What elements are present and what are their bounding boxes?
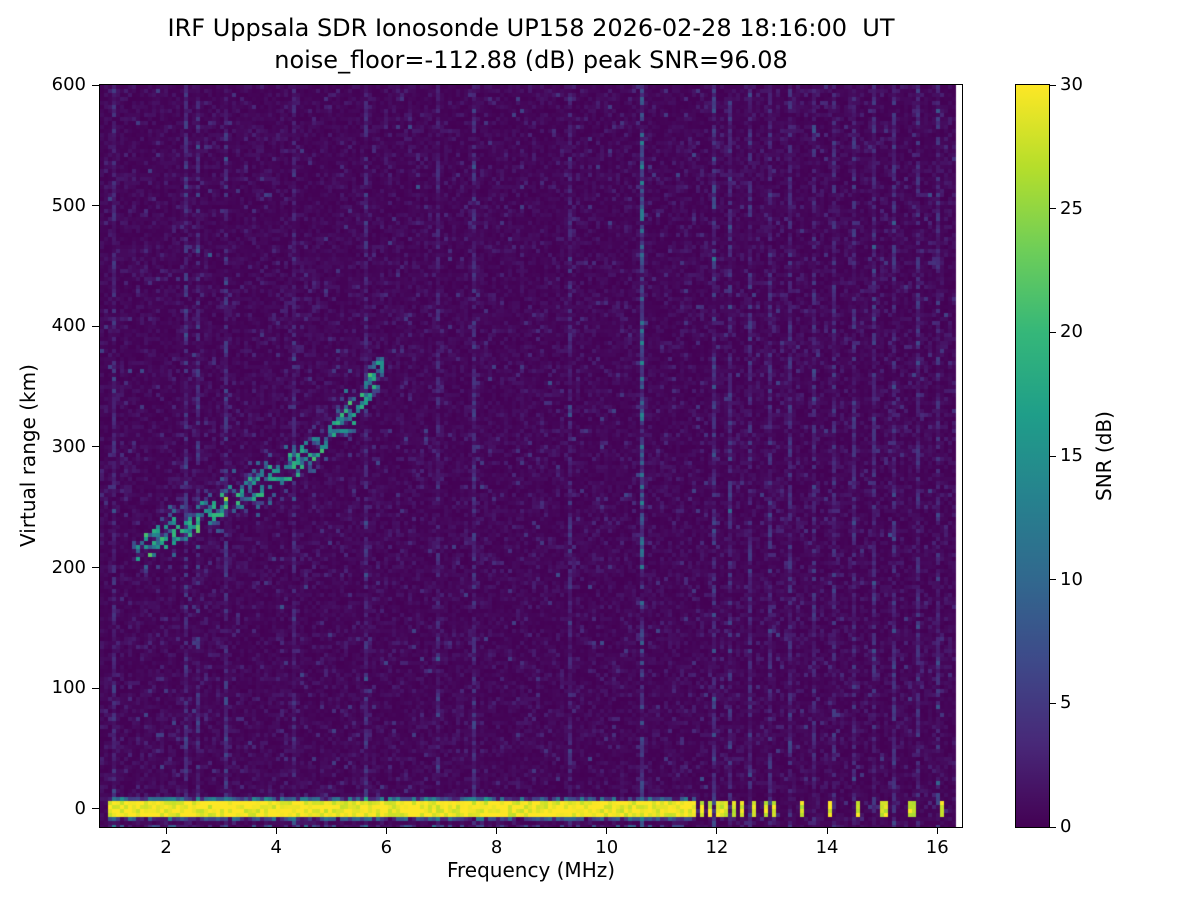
y-tick-mark [92,325,99,327]
colorbar-tick-mark [1050,455,1056,457]
colorbar-tick-mark [1050,331,1056,333]
x-tick-mark [936,828,938,834]
colorbar-tick-mark [1050,208,1056,210]
y-tick-mark [92,808,99,810]
y-tick-label: 600 [51,74,86,95]
y-tick-mark [92,84,99,86]
x-tick-label: 14 [815,837,839,858]
ionogram-heatmap [100,85,962,827]
y-tick-label: 400 [51,315,86,337]
colorbar-tick-label: 15 [1060,445,1083,466]
colorbar-tick-label: 30 [1060,74,1083,95]
x-tick-label: 6 [380,837,393,858]
x-tick-label: 4 [270,837,282,858]
colorbar-tick-mark [1050,84,1056,86]
chart-title: IRF Uppsala SDR Ionosonde UP158 2026-02-… [167,14,895,42]
x-tick-label: 12 [705,837,729,858]
y-tick-label: 0 [74,797,86,819]
colorbar-tick-label: 5 [1060,692,1072,714]
x-tick-mark [606,828,608,834]
colorbar [1015,84,1050,828]
x-tick-label: 16 [925,837,949,858]
y-tick-label: 500 [51,194,86,216]
x-tick-label: 8 [490,837,503,858]
colorbar-tick-mark [1050,579,1056,581]
colorbar-tick-label: 10 [1060,568,1083,590]
y-tick-mark [92,687,99,689]
colorbar-tick-label: 20 [1060,321,1083,343]
colorbar-tick-mark [1050,826,1056,828]
colorbar-tick-label: 0 [1060,816,1072,837]
y-tick-label: 200 [51,556,86,578]
x-tick-mark [275,828,277,834]
colorbar-tick-mark [1050,702,1056,704]
y-tick-label: 100 [51,677,86,699]
x-tick-mark [385,828,387,834]
plot-area [99,84,963,828]
y-tick-label: 300 [51,435,86,457]
x-tick-mark [496,828,498,834]
y-tick-mark [92,567,99,569]
colorbar-tick-label: 25 [1060,197,1083,219]
x-tick-mark [716,828,718,834]
x-tick-label: 2 [160,837,172,858]
y-axis-label: Virtual range (km) [16,364,40,548]
x-tick-mark [165,828,167,834]
colorbar-label: SNR (dB) [1092,411,1116,501]
x-axis-label: Frequency (MHz) [446,858,616,882]
y-tick-mark [92,205,99,207]
x-tick-label: 10 [595,837,619,858]
chart-subtitle: noise_floor=-112.88 (dB) peak SNR=96.08 [274,46,788,74]
x-tick-mark [826,828,828,834]
y-tick-mark [92,446,99,448]
